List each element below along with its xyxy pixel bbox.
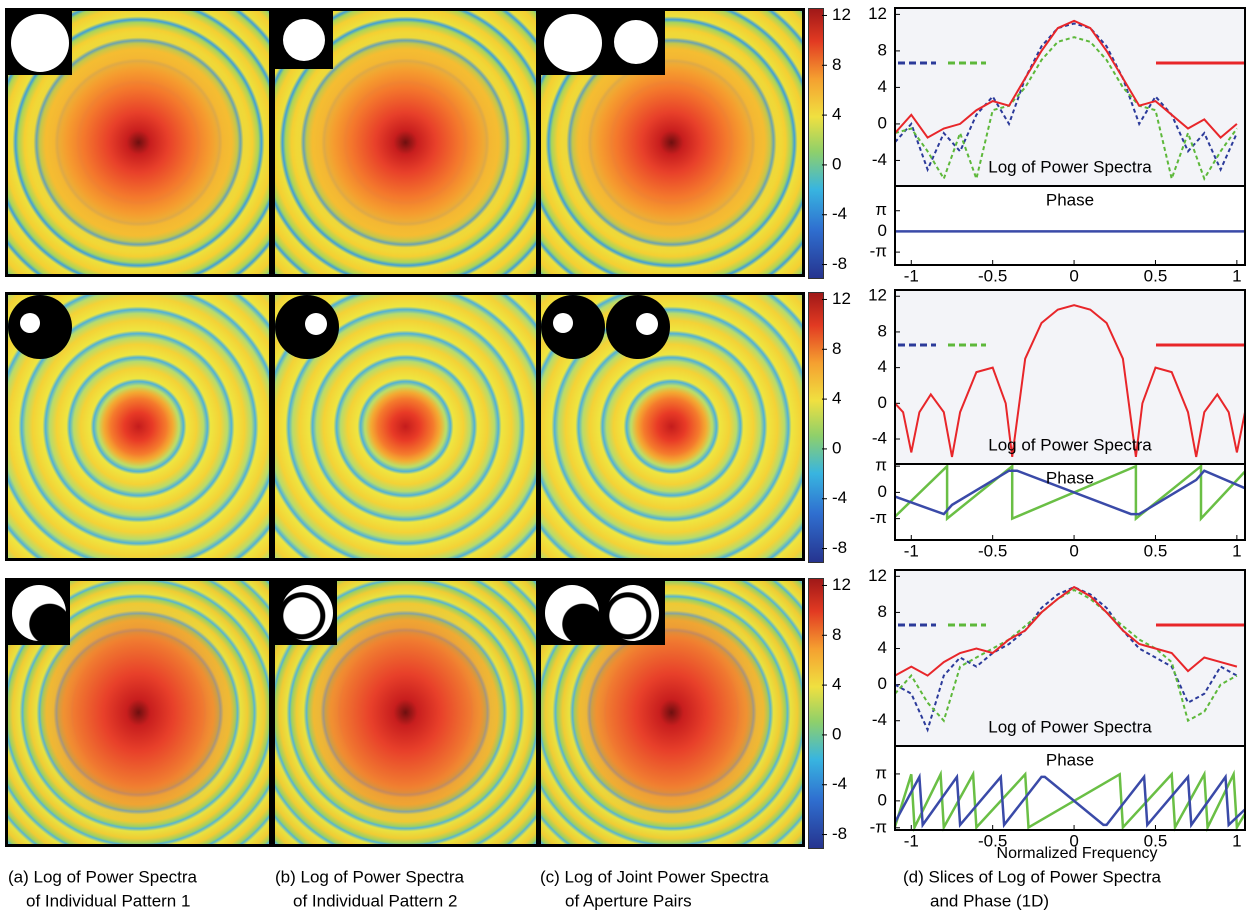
x-tick-label: -1 xyxy=(904,266,919,285)
y-tick-label: 0 xyxy=(878,674,887,693)
phase-tick-label: 0 xyxy=(878,790,887,809)
colorbar-tick-label: 8 xyxy=(832,55,841,74)
phase-label: Phase xyxy=(1046,750,1094,769)
y-tick-label: 12 xyxy=(868,4,887,23)
overlay: 12 8 4 0 -4 -8 12 8 4 0 -4 -8 12 8 4 0 -4 -8 12 8 4 0 -4 π 0 -π -1… xyxy=(0,0,1256,914)
x-tick-label: 0.5 xyxy=(1144,541,1168,560)
y-tick-label: 8 xyxy=(878,40,887,59)
x-tick-label: -1 xyxy=(904,541,919,560)
colorbar-tick-label: 12 xyxy=(832,289,851,308)
caption: of Individual Pattern 1 xyxy=(26,891,190,910)
caption: and Phase (1D) xyxy=(930,891,1049,910)
x-tick-label: 1 xyxy=(1232,831,1241,850)
colorbar-tick-label: -4 xyxy=(832,488,847,507)
colorbar-tick-label: 0 xyxy=(832,724,841,743)
phase-tick-label: π xyxy=(875,763,887,782)
phase-tick-label: 0 xyxy=(878,482,887,501)
colorbar-tick-label: -8 xyxy=(832,254,847,273)
x-tick-label: 0.5 xyxy=(1144,266,1168,285)
phase-tick-label: π xyxy=(875,456,887,475)
x-tick-label: 1 xyxy=(1232,541,1241,560)
y-tick-label: 12 xyxy=(868,286,887,305)
phase-label: Phase xyxy=(1046,468,1094,487)
x-tick-label: 0 xyxy=(1069,266,1078,285)
colorbar-tick-label: 8 xyxy=(832,339,841,358)
page: 12 8 4 0 -4 -8 12 8 4 0 -4 -8 12 8 4 0 -4 -8 12 8 4 0 -4 π 0 -π -1… xyxy=(0,0,1256,914)
y-tick-label: 4 xyxy=(878,357,887,376)
y-tick-label: -4 xyxy=(872,428,887,447)
x-tick-label: 0 xyxy=(1069,541,1078,560)
x-tick-label: 1 xyxy=(1232,266,1241,285)
y-tick-label: 8 xyxy=(878,321,887,340)
caption: (d) Slices of Log of Power Spectra xyxy=(903,867,1162,886)
phase-tick-label: -π xyxy=(870,242,887,261)
phase-tick-label: 0 xyxy=(878,221,887,240)
colorbar-tick-label: 12 xyxy=(832,575,851,594)
colorbar-tick-label: -4 xyxy=(832,204,847,223)
y-tick-label: -4 xyxy=(872,150,887,169)
colorbar-tick-label: -8 xyxy=(832,824,847,843)
y-tick-label: 12 xyxy=(868,566,887,585)
colorbar-tick-label: 4 xyxy=(832,105,841,124)
phase-tick-label: -π xyxy=(870,817,887,836)
caption: of Aperture Pairs xyxy=(565,891,692,910)
colorbar-tick-label: 12 xyxy=(832,5,851,24)
y-tick-label: 0 xyxy=(878,113,887,132)
phase-tick-label: π xyxy=(875,200,887,219)
colorbar-tick-label: 4 xyxy=(832,389,841,408)
colorbar-tick-label: 4 xyxy=(832,675,841,694)
power-label: Log of Power Spectra xyxy=(988,435,1152,454)
y-tick-label: 0 xyxy=(878,393,887,412)
x-tick-label: -0.5 xyxy=(978,541,1007,560)
colorbar-tick-label: -8 xyxy=(832,538,847,557)
y-tick-label: -4 xyxy=(872,710,887,729)
power-label: Log of Power Spectra xyxy=(988,157,1152,176)
power-label: Log of Power Spectra xyxy=(988,717,1152,736)
caption: of Individual Pattern 2 xyxy=(293,891,457,910)
phase-tick-label: -π xyxy=(870,508,887,527)
x-tick-label: -1 xyxy=(904,831,919,850)
phase-label: Phase xyxy=(1046,190,1094,209)
caption: (b) Log of Power Spectra xyxy=(275,867,465,886)
y-tick-label: 4 xyxy=(878,77,887,96)
colorbar-tick-label: 0 xyxy=(832,154,841,173)
caption: (c) Log of Joint Power Spectra xyxy=(540,867,769,886)
y-tick-label: 4 xyxy=(878,638,887,657)
y-tick-label: 8 xyxy=(878,602,887,621)
colorbar-tick-label: -4 xyxy=(832,774,847,793)
x-tick-label: -0.5 xyxy=(978,266,1007,285)
colorbar-tick-label: 8 xyxy=(832,625,841,644)
x-axis-label: Normalized Frequency xyxy=(997,845,1158,862)
colorbar-tick-label: 0 xyxy=(832,438,841,457)
caption: (a) Log of Power Spectra xyxy=(8,867,198,886)
